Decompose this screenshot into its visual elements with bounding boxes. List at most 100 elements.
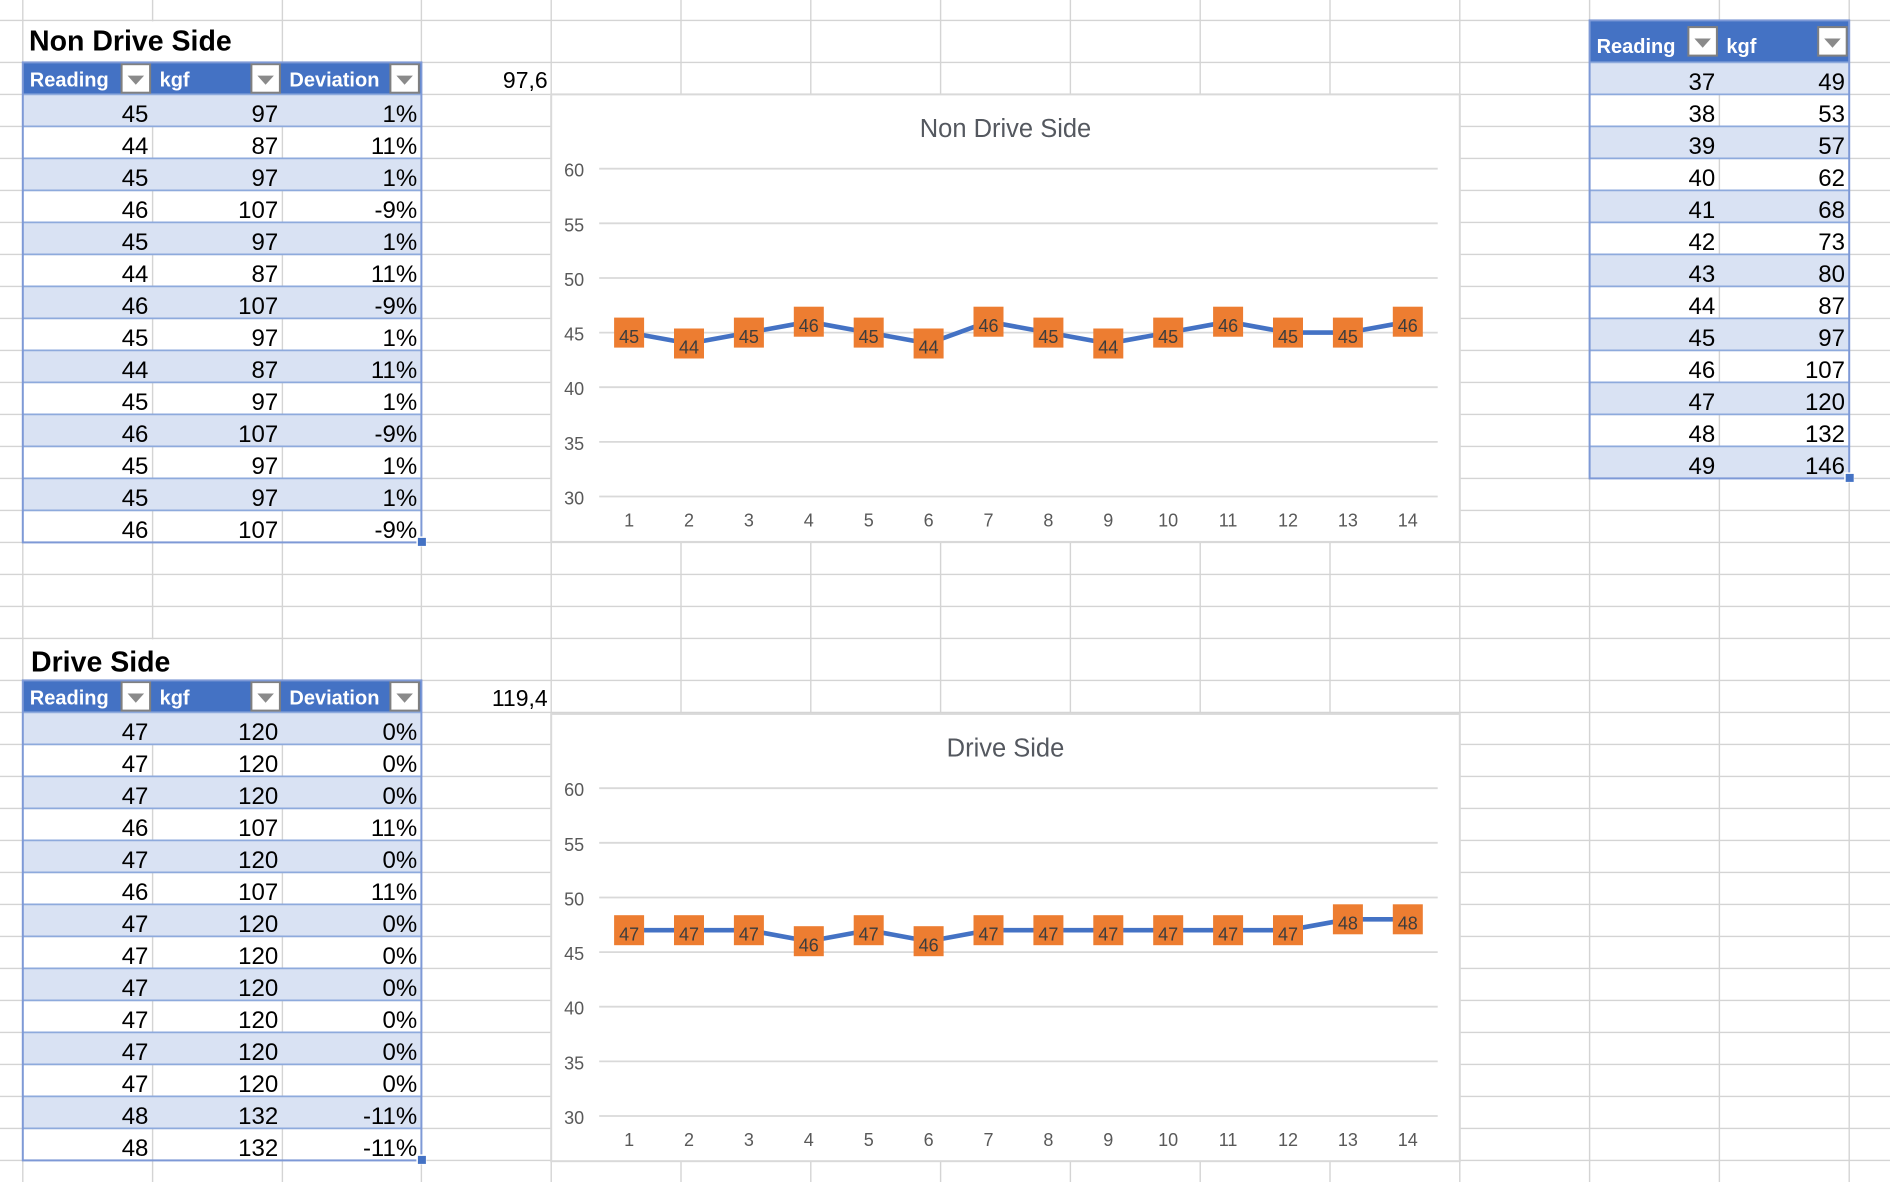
svg-text:47: 47: [679, 924, 699, 944]
svg-text:45: 45: [739, 327, 759, 347]
svg-text:73: 73: [1818, 229, 1845, 256]
svg-text:45: 45: [1688, 325, 1715, 352]
svg-text:Reading: Reading: [30, 688, 109, 710]
svg-text:1%: 1%: [383, 101, 418, 128]
svg-text:120: 120: [238, 1007, 278, 1034]
svg-text:60: 60: [564, 780, 584, 800]
svg-text:11: 11: [1219, 1130, 1238, 1150]
svg-text:46: 46: [919, 935, 939, 955]
svg-text:46: 46: [1398, 316, 1418, 336]
svg-text:11%: 11%: [371, 357, 417, 384]
svg-text:49: 49: [1688, 453, 1715, 480]
svg-text:107: 107: [238, 421, 278, 448]
svg-text:120: 120: [238, 911, 278, 938]
svg-text:5: 5: [864, 1130, 874, 1150]
svg-text:45: 45: [122, 229, 149, 256]
svg-text:11%: 11%: [371, 815, 417, 842]
svg-text:107: 107: [238, 517, 278, 544]
svg-text:1%: 1%: [383, 453, 418, 480]
svg-text:57: 57: [1818, 133, 1845, 160]
svg-text:97: 97: [1818, 325, 1845, 352]
svg-text:3: 3: [744, 511, 754, 531]
svg-text:120: 120: [238, 847, 278, 874]
svg-text:0%: 0%: [383, 719, 418, 746]
svg-text:107: 107: [238, 879, 278, 906]
svg-text:4: 4: [804, 511, 814, 531]
svg-text:11%: 11%: [371, 261, 417, 288]
svg-text:47: 47: [1098, 924, 1118, 944]
svg-text:45: 45: [122, 165, 149, 192]
svg-text:87: 87: [251, 133, 278, 160]
svg-text:kgf: kgf: [1726, 36, 1756, 58]
svg-text:48: 48: [122, 1135, 149, 1162]
svg-text:kgf: kgf: [160, 70, 190, 92]
svg-text:132: 132: [1805, 421, 1845, 448]
svg-text:49: 49: [1818, 69, 1845, 96]
svg-text:46: 46: [122, 197, 149, 224]
svg-text:37: 37: [1688, 69, 1715, 96]
svg-text:42: 42: [1688, 229, 1715, 256]
svg-text:97: 97: [251, 101, 278, 128]
svg-text:4: 4: [804, 1130, 814, 1150]
svg-text:48: 48: [1688, 421, 1715, 448]
svg-text:120: 120: [238, 783, 278, 810]
svg-text:-11%: -11%: [363, 1103, 417, 1130]
svg-text:6: 6: [924, 511, 934, 531]
svg-text:68: 68: [1818, 197, 1845, 224]
svg-text:38: 38: [1688, 101, 1715, 128]
svg-text:Reading: Reading: [1597, 36, 1676, 58]
svg-text:12: 12: [1278, 1130, 1298, 1150]
svg-text:3: 3: [744, 1130, 754, 1150]
svg-text:47: 47: [1688, 389, 1715, 416]
svg-text:Reading: Reading: [30, 70, 109, 92]
svg-text:35: 35: [564, 434, 584, 454]
svg-text:45: 45: [1338, 327, 1358, 347]
svg-text:46: 46: [122, 815, 149, 842]
svg-text:0%: 0%: [383, 975, 418, 1002]
svg-text:48: 48: [122, 1103, 149, 1130]
svg-text:9: 9: [1103, 1130, 1113, 1150]
svg-text:60: 60: [564, 161, 584, 181]
svg-text:45: 45: [564, 325, 584, 345]
svg-text:0%: 0%: [383, 943, 418, 970]
svg-text:107: 107: [1805, 357, 1845, 384]
svg-text:0%: 0%: [383, 911, 418, 938]
svg-text:107: 107: [238, 197, 278, 224]
svg-text:46: 46: [799, 316, 819, 336]
svg-text:11%: 11%: [371, 133, 417, 160]
svg-text:46: 46: [122, 517, 149, 544]
svg-text:45: 45: [122, 485, 149, 512]
svg-text:0%: 0%: [383, 783, 418, 810]
svg-text:120: 120: [238, 751, 278, 778]
svg-text:46: 46: [1218, 316, 1238, 336]
svg-text:7: 7: [983, 1130, 993, 1150]
svg-text:44: 44: [122, 357, 149, 384]
svg-text:14: 14: [1398, 1130, 1418, 1150]
svg-text:Deviation: Deviation: [289, 70, 379, 92]
svg-text:45: 45: [1038, 327, 1058, 347]
svg-text:Drive Side: Drive Side: [947, 734, 1065, 762]
svg-text:30: 30: [564, 489, 584, 509]
svg-text:35: 35: [564, 1053, 584, 1073]
svg-text:-9%: -9%: [375, 517, 418, 544]
svg-text:1: 1: [624, 1130, 634, 1150]
svg-text:44: 44: [122, 261, 149, 288]
svg-text:50: 50: [564, 270, 584, 290]
svg-text:120: 120: [238, 719, 278, 746]
svg-text:1%: 1%: [383, 389, 418, 416]
svg-text:46: 46: [122, 879, 149, 906]
svg-text:47: 47: [122, 783, 149, 810]
svg-text:kgf: kgf: [160, 688, 190, 710]
svg-text:97,6: 97,6: [503, 67, 548, 93]
svg-text:120: 120: [1805, 389, 1845, 416]
svg-text:8: 8: [1043, 1130, 1053, 1150]
svg-text:39: 39: [1688, 133, 1715, 160]
svg-text:11: 11: [1219, 511, 1238, 531]
svg-text:0%: 0%: [383, 1007, 418, 1034]
svg-text:43: 43: [1688, 261, 1715, 288]
svg-text:97: 97: [251, 389, 278, 416]
svg-text:47: 47: [122, 975, 149, 1002]
svg-text:45: 45: [1278, 327, 1298, 347]
svg-text:55: 55: [564, 215, 584, 235]
svg-text:41: 41: [1688, 197, 1715, 224]
